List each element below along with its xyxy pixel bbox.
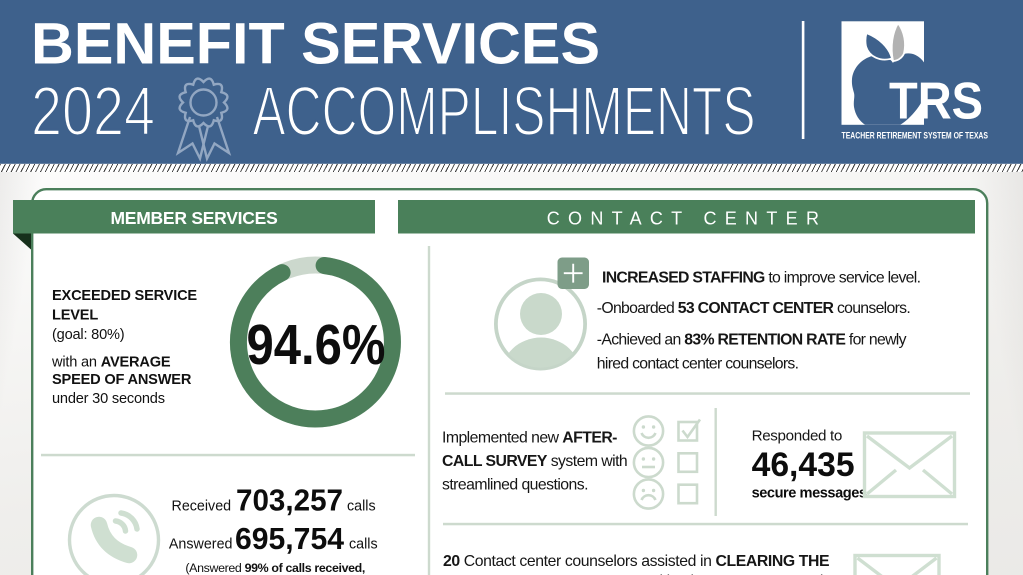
svg-text:94.6%: 94.6%: [247, 313, 386, 377]
svg-text:(goal: 80%): (goal: 80%): [52, 327, 124, 343]
svg-text:2024: 2024: [31, 72, 155, 150]
svg-text:Implemented new AFTER-: Implemented new AFTER-: [442, 430, 617, 447]
svg-text:secure messages.: secure messages.: [752, 486, 871, 502]
svg-text:Answered: Answered: [169, 537, 233, 553]
svg-text:BENEFIT SERVICES: BENEFIT SERVICES: [31, 12, 600, 77]
svg-text:TEACHER RETIREMENT SYSTEM OF T: TEACHER RETIREMENT SYSTEM OF TEXAS: [842, 131, 989, 141]
svg-text:703,257: 703,257: [236, 483, 343, 518]
svg-text:Received: Received: [172, 498, 232, 514]
svg-text:TRS: TRS: [889, 73, 983, 131]
svg-text:with an AVERAGE: with an AVERAGE: [51, 355, 171, 371]
svg-text:INCREASED STAFFING to improve: INCREASED STAFFING to improve service le…: [602, 269, 920, 286]
svg-text:ACCOMPLISHMENTS: ACCOMPLISHMENTS: [253, 72, 756, 150]
svg-text:46,435: 46,435: [752, 446, 855, 484]
svg-text:RETURNED MAIL QUEUE resulting: RETURNED MAIL QUEUE resulting in over 2,…: [443, 573, 831, 575]
svg-text:-Achieved an 83% RETENTION RAT: -Achieved an 83% RETENTION RATE for newl…: [597, 332, 907, 349]
svg-text:-Onboarded 53 CONTACT CENTER c: -Onboarded 53 CONTACT CENTER counselors.: [597, 300, 910, 317]
svg-text:(Answered 99% of calls receive: (Answered 99% of calls received,: [185, 561, 365, 575]
svg-text:MEMBER SERVICES: MEMBER SERVICES: [110, 208, 277, 228]
svg-text:CALL SURVEY system with: CALL SURVEY system with: [442, 453, 627, 470]
svg-text:LEVEL: LEVEL: [52, 308, 98, 324]
svg-text:calls: calls: [349, 537, 378, 553]
svg-text:streamlined questions.: streamlined questions.: [442, 476, 588, 493]
svg-text:Responded to: Responded to: [752, 428, 842, 445]
svg-text:EXCEEDED SERVICE: EXCEEDED SERVICE: [52, 288, 197, 304]
svg-text:20 Contact center counselors a: 20 Contact center counselors assisted in…: [443, 553, 829, 570]
svg-text:SPEED OF ANSWER: SPEED OF ANSWER: [52, 372, 192, 388]
svg-text:under 30 seconds: under 30 seconds: [52, 391, 165, 407]
svg-text:CONTACT CENTER: CONTACT CENTER: [547, 209, 828, 229]
svg-text:hired contact center counselor: hired contact center counselors.: [597, 355, 799, 372]
svg-text:695,754: 695,754: [235, 521, 345, 556]
svg-text:calls: calls: [347, 498, 376, 514]
